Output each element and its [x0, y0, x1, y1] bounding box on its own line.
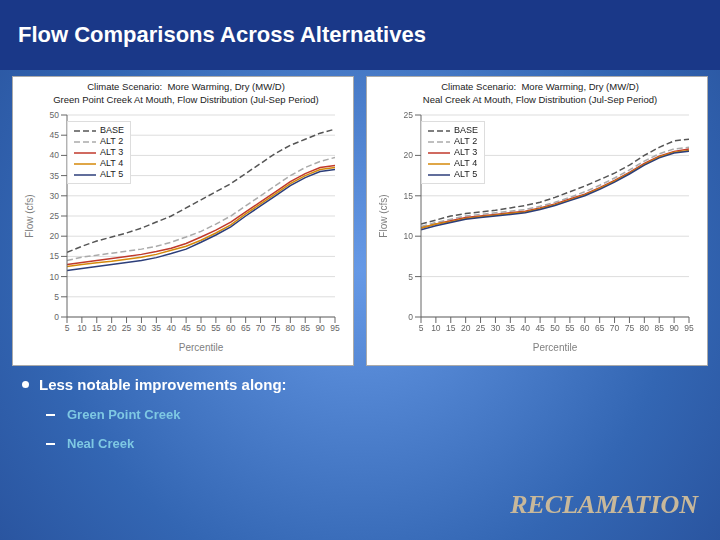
svg-text:65: 65: [241, 323, 251, 333]
svg-text:5: 5: [419, 323, 424, 333]
svg-text:75: 75: [271, 323, 281, 333]
svg-text:25: 25: [404, 110, 414, 120]
svg-text:35: 35: [152, 323, 162, 333]
html-text:ALT 3: ALT 3: [100, 147, 124, 157]
svg-text:60: 60: [580, 323, 590, 333]
svg-text:75: 75: [625, 323, 635, 333]
svg-text:70: 70: [610, 323, 620, 333]
svg-text:50: 50: [550, 323, 560, 333]
svg-text:5: 5: [408, 272, 413, 282]
html-text:Green Point Creek At Mouth, Fl: Green Point Creek At Mouth, Flow Distrib…: [53, 94, 319, 105]
svg-text:10: 10: [404, 231, 414, 241]
html-text:ALT 2: ALT 2: [100, 136, 124, 146]
svg-text:25: 25: [476, 323, 486, 333]
html-text:ALT 3: ALT 3: [454, 147, 478, 157]
svg-text:10: 10: [77, 323, 87, 333]
svg-text:55: 55: [211, 323, 221, 333]
html-text:ALT 4: ALT 4: [454, 158, 478, 168]
html-text:BASE: BASE: [100, 125, 124, 135]
svg-text:60: 60: [226, 323, 236, 333]
svg-text:40: 40: [166, 323, 176, 333]
html-text:BASE: BASE: [454, 125, 478, 135]
svg-text:25: 25: [50, 211, 60, 221]
svg-text:40: 40: [520, 323, 530, 333]
svg-text:Flow (cfs): Flow (cfs): [378, 194, 389, 237]
svg-text:95: 95: [684, 323, 694, 333]
html-text:RECLAMATION: RECLAMATION: [510, 490, 698, 519]
svg-text:15: 15: [50, 251, 60, 261]
html-text:Climate Scenario: More Warming: Climate Scenario: More Warming, Dry (MW/…: [441, 81, 639, 92]
svg-text:20: 20: [461, 323, 471, 333]
html-text:Neal Creek: Neal Creek: [67, 436, 135, 451]
svg-text:35: 35: [50, 171, 60, 181]
html-text:Less notable improvements alon: Less notable improvements along:: [39, 376, 287, 393]
svg-text:5: 5: [54, 292, 59, 302]
svg-text:0: 0: [408, 312, 413, 322]
svg-text:30: 30: [491, 323, 501, 333]
svg-text:15: 15: [404, 191, 414, 201]
svg-text:15: 15: [92, 323, 102, 333]
svg-text:15: 15: [446, 323, 456, 333]
svg-text:85: 85: [654, 323, 664, 333]
svg-text:80: 80: [640, 323, 650, 333]
svg-text:5: 5: [65, 323, 70, 333]
svg-text:50: 50: [196, 323, 206, 333]
svg-text:90: 90: [669, 323, 679, 333]
svg-text:20: 20: [50, 231, 60, 241]
html-text:ALT 5: ALT 5: [100, 169, 124, 179]
svg-text:45: 45: [50, 130, 60, 140]
svg-text:95: 95: [330, 323, 340, 333]
svg-text:85: 85: [300, 323, 310, 333]
svg-text:80: 80: [286, 323, 296, 333]
svg-text:65: 65: [595, 323, 605, 333]
svg-text:50: 50: [50, 110, 60, 120]
svg-text:0: 0: [54, 312, 59, 322]
html-text:Neal Creek At Mouth, Flow Dist: Neal Creek At Mouth, Flow Distribution (…: [422, 94, 658, 105]
svg-text:30: 30: [50, 191, 60, 201]
html-text:Green Point Creek: Green Point Creek: [67, 407, 181, 422]
svg-text:90: 90: [315, 323, 325, 333]
svg-text:35: 35: [506, 323, 516, 333]
svg-text:10: 10: [50, 272, 60, 282]
svg-text:30: 30: [137, 323, 147, 333]
svg-text:Percentile: Percentile: [533, 342, 578, 353]
svg-text:55: 55: [565, 323, 575, 333]
svg-text:40: 40: [50, 150, 60, 160]
svg-text:70: 70: [256, 323, 266, 333]
svg-text:Percentile: Percentile: [179, 342, 224, 353]
html-text:ALT 5: ALT 5: [454, 169, 478, 179]
svg-text:45: 45: [181, 323, 191, 333]
html-text:ALT 4: ALT 4: [100, 158, 124, 168]
svg-text:10: 10: [431, 323, 441, 333]
svg-text:25: 25: [122, 323, 132, 333]
svg-text:Flow (cfs): Flow (cfs): [24, 194, 35, 237]
html-text:Climate Scenario: More Warming: Climate Scenario: More Warming, Dry (MW/…: [87, 81, 285, 92]
svg-text:45: 45: [535, 323, 545, 333]
svg-text:20: 20: [404, 150, 414, 160]
svg-text:20: 20: [107, 323, 117, 333]
html-text:Flow Comparisons Across Altern: Flow Comparisons Across Alternatives: [18, 22, 426, 47]
html-text:ALT 2: ALT 2: [454, 136, 478, 146]
